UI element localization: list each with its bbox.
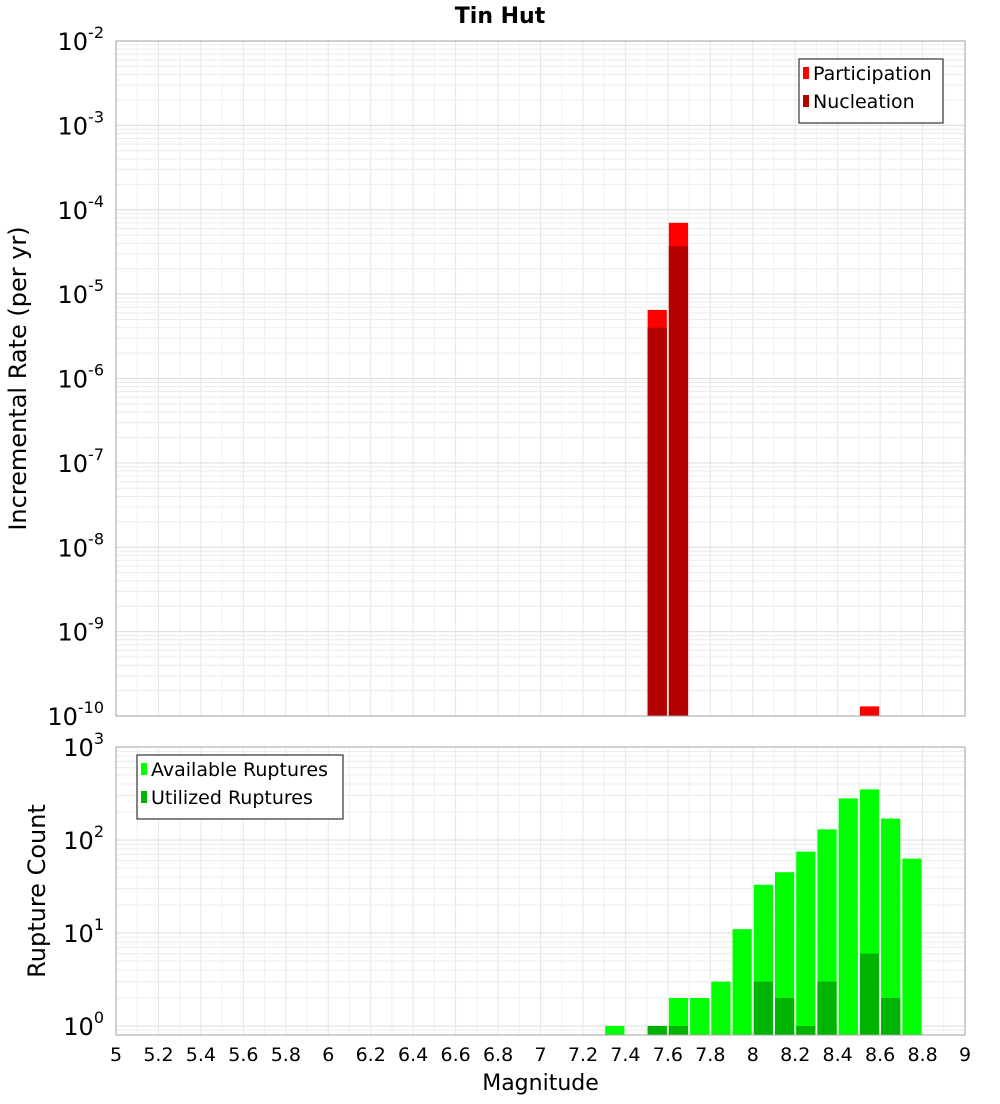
x-tick-label: 6.6 [440,1044,470,1066]
legend-label: Nucleation [813,91,915,113]
y-tick-label: 100 [63,1008,104,1041]
bar-available-ruptures [711,981,731,1035]
y-tick-label: 10-9 [58,614,105,647]
legend-swatch [141,791,147,803]
y-tick-label: 10-5 [58,276,105,309]
bar-utilized-ruptures [796,1025,816,1035]
legend-box [798,58,944,124]
x-tick-label: 7.2 [568,1044,598,1066]
bar-available-ruptures [774,872,795,1035]
chart-title: Tin Hut [455,4,546,29]
bar-utilized-ruptures [859,953,880,1035]
x-tick-label: 6.4 [398,1044,428,1066]
y-axis-label: Incremental Rate (per yr) [4,226,32,530]
bar-utilized-ruptures [817,981,837,1035]
legend-swatch [803,67,809,79]
y-tick-label: 10-7 [58,445,105,478]
x-tick-label: 7.4 [610,1044,640,1066]
y-tick-label: 10-10 [47,698,104,731]
y-tick-label: 10-2 [58,23,105,56]
y-tick-label: 10-3 [58,107,105,140]
bar-available-ruptures [605,1025,625,1035]
x-tick-label: 6.2 [356,1044,386,1066]
x-axis-label: Magnitude [482,1071,599,1096]
top-panel: 10-2 10-3 10-4 10-5 10-6 10-7 10-8 10-9 10-10 Inc… [4,23,966,731]
y-tick-label: 101 [63,915,104,948]
bar-utilized-ruptures [753,981,773,1035]
legend-swatch [803,95,809,107]
plot-border [115,40,966,717]
x-tick-label: 8.4 [823,1044,853,1066]
x-tick-label: 5.2 [143,1044,173,1066]
x-tick-label: 5.8 [271,1044,301,1066]
bar-utilized-ruptures [774,997,795,1035]
x-tick-label: 8.8 [907,1044,937,1066]
bar-available-ruptures [796,851,816,1035]
bar-available-ruptures [902,858,922,1035]
x-tick-label: 8.6 [865,1044,895,1066]
bar-available-ruptures [668,997,689,1035]
x-tick-label: 7.8 [695,1044,725,1066]
x-tick-label: 6.8 [483,1044,513,1066]
x-tick-label: 5.4 [186,1044,216,1066]
y-tick-label: 10-6 [58,361,105,394]
bar-available-ruptures [690,997,710,1035]
x-tick-label: 7 [534,1044,546,1066]
y-tick-label: 10-4 [58,192,105,225]
bar-nucleation [668,246,689,716]
bar-available-ruptures [838,798,858,1035]
bar-nucleation [647,327,667,716]
bar-participation [859,706,880,716]
x-tick-label: 5 [110,1044,122,1066]
x-tick-label: 8 [747,1044,759,1066]
x-tick-label: 7.6 [653,1044,683,1066]
y-tick-label: 103 [63,729,104,762]
bar-available-ruptures [881,818,901,1035]
legend-box [136,754,344,820]
legend-swatch [141,763,147,775]
y-axis-label: Rupture Count [23,804,51,978]
bar-available-ruptures [732,929,752,1035]
x-tick-label: 8.2 [780,1044,810,1066]
bar-utilized-ruptures [647,1025,667,1035]
y-tick-label: 102 [63,822,104,855]
legend-label: Utilized Ruptures [151,787,313,809]
x-tick-label: 6 [322,1044,334,1066]
x-tick-label: 9 [959,1044,971,1066]
y-tick-label: 10-8 [58,529,105,562]
x-tick-label: 5.6 [228,1044,258,1066]
legend-label: Participation [813,63,932,85]
legend-label: Available Ruptures [151,759,328,781]
bar-utilized-ruptures [881,997,901,1035]
bar-utilized-ruptures [668,1025,689,1035]
plot-border [115,746,966,1036]
